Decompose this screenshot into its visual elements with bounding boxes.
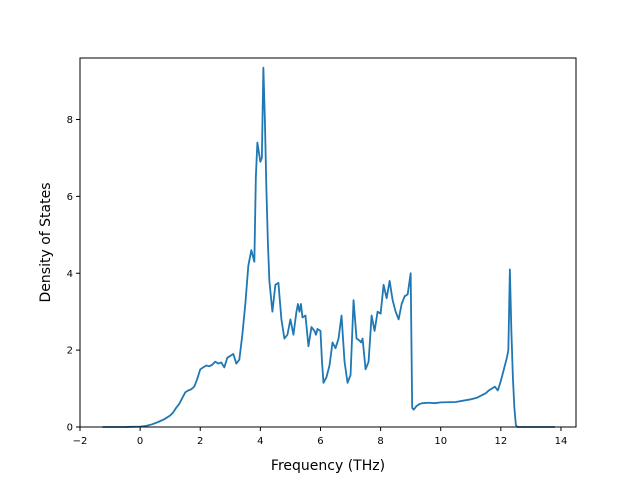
x-tick-label: 12 xyxy=(494,436,507,447)
x-axis-ticks: −2 0 2 4 6 8 10 12 14 xyxy=(73,427,568,447)
plot-frame xyxy=(79,57,577,428)
x-tick-label: 8 xyxy=(377,436,383,447)
curve-layer xyxy=(102,66,555,428)
x-tick-label: 14 xyxy=(555,436,568,447)
x-tick-label: 6 xyxy=(317,436,323,447)
x-tick-label: 2 xyxy=(197,436,203,447)
dos-curve xyxy=(102,66,555,428)
y-axis-title: Density of States xyxy=(38,183,54,303)
y-tick-label: 4 xyxy=(67,269,73,280)
x-tick-label: 10 xyxy=(434,436,447,447)
y-tick-label: 0 xyxy=(67,423,73,434)
y-tick-label: 8 xyxy=(67,115,73,126)
plot-area xyxy=(80,58,576,427)
x-tick-label: 0 xyxy=(137,436,143,447)
x-tick-label: 4 xyxy=(257,436,263,447)
x-tick-label: −2 xyxy=(73,436,88,447)
x-axis-title: Frequency (THz) xyxy=(271,458,385,474)
y-tick-label: 6 xyxy=(67,192,73,203)
y-axis-ticks: 0 2 4 6 8 xyxy=(67,115,80,434)
y-tick-label: 2 xyxy=(67,346,73,357)
